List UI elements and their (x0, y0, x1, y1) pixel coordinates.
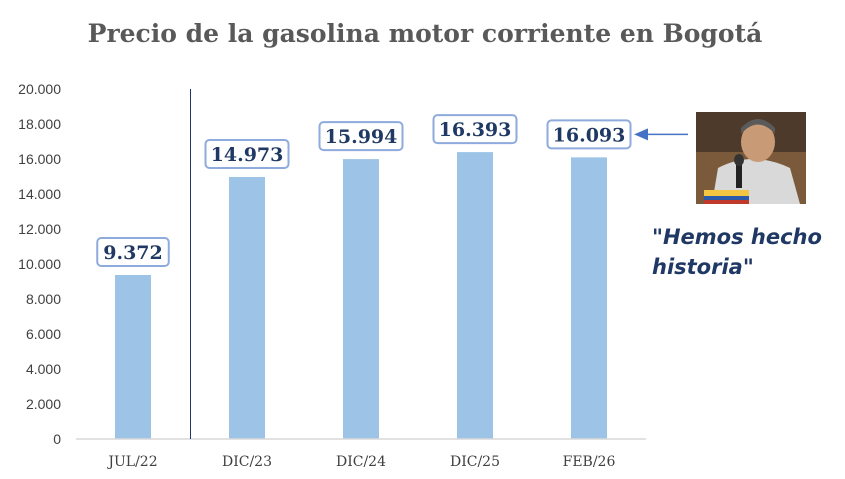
x-tick-label: FEB/26 (563, 454, 616, 470)
annotation-arrow (634, 128, 688, 141)
x-axis: JUL/22 DIC/23 DIC/24 DIC/25 FEB/26 (106, 454, 615, 470)
x-tick-label: DIC/24 (336, 454, 386, 470)
data-label: 15.994 (325, 126, 398, 148)
data-label-box (204, 138, 290, 169)
y-tick-label: 6.000 (26, 326, 61, 342)
y-tick-label: 10.000 (18, 256, 61, 272)
data-label: 16.093 (553, 124, 626, 146)
y-tick-label: 18.000 (18, 116, 61, 132)
data-label: 9.372 (103, 242, 163, 264)
data-label-box (318, 121, 404, 152)
arrow-head (634, 128, 648, 141)
x-tick-label: DIC/23 (222, 454, 272, 470)
y-tick-label: 16.000 (18, 151, 61, 167)
y-tick-label: 4.000 (26, 361, 61, 377)
speaker-photo (696, 112, 806, 204)
data-label-box (96, 236, 170, 267)
bar-jul-22 (115, 274, 151, 439)
data-label-box (546, 119, 632, 150)
quote-line-2: historia" (652, 255, 754, 279)
bar-dic-25 (457, 152, 493, 439)
data-label: 14.973 (211, 144, 284, 166)
quote-line-1: "Hemos hecho (652, 225, 822, 249)
data-label: 16.393 (439, 119, 512, 141)
bar-feb-26 (571, 157, 607, 439)
x-tick-label: DIC/25 (450, 454, 500, 470)
y-tick-label: 2.000 (26, 396, 61, 412)
chart-title: Precio de la gasolina motor corriente en… (88, 19, 763, 48)
y-tick-label: 12.000 (18, 221, 61, 237)
y-tick-label: 14.000 (18, 186, 61, 202)
y-tick-label: 0 (53, 431, 61, 447)
y-axis: 0 2.000 4.000 6.000 8.000 10.000 12.000 14.000 1… (18, 81, 61, 447)
data-label-box (432, 114, 518, 145)
bar-dic-24 (343, 159, 379, 440)
y-tick-label: 20.000 (18, 81, 61, 97)
bars-group (115, 152, 607, 440)
bar-dic-23 (229, 176, 265, 439)
y-tick-label: 8.000 (26, 291, 61, 307)
x-tick-label: JUL/22 (106, 454, 157, 470)
data-labels-group: 9.372 14.973 15.994 16.393 16.093 (96, 114, 632, 267)
